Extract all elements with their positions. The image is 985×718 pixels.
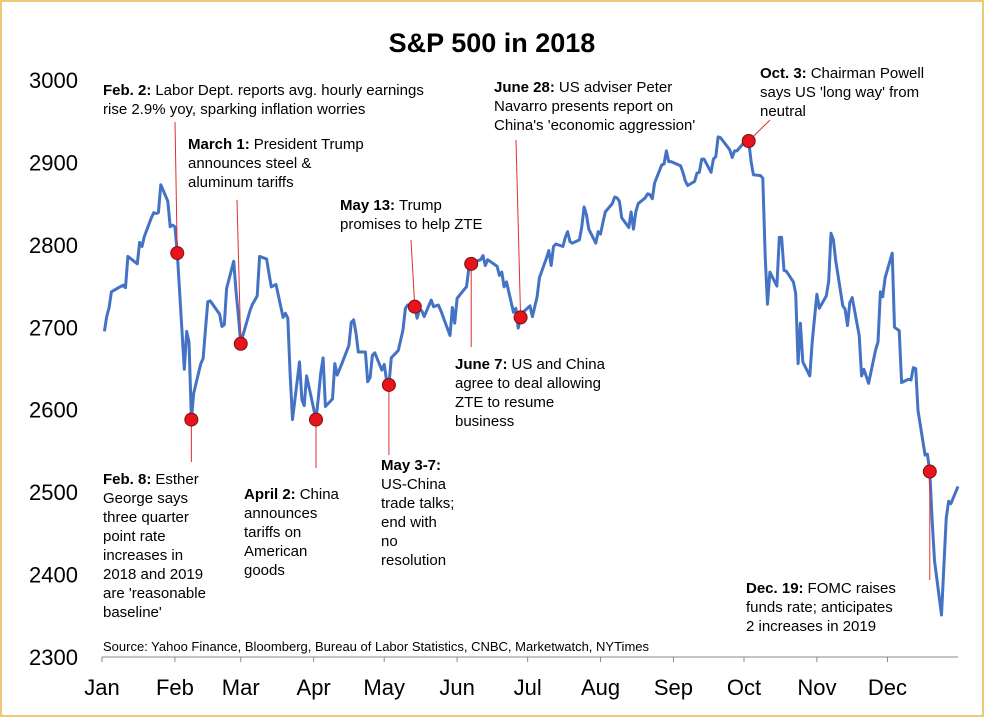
annotation-date: Feb. 2: [103, 82, 151, 99]
annotation-line: announces steel & [188, 155, 311, 172]
leader-line [174, 121, 178, 254]
x-tick-label: Jul [514, 675, 542, 700]
event-marker [309, 412, 323, 427]
annotation-line: says US 'long way' from [760, 84, 919, 101]
annotation-line: point rate [103, 528, 166, 545]
annotation-line: George says [103, 490, 188, 507]
annotation: June 28: US adviser Peter Navarro presents… [494, 79, 695, 134]
annotation-date: June 28: [494, 79, 555, 96]
event-marker [922, 464, 937, 479]
annotation-date: June 7: [455, 356, 508, 373]
annotation-line: rise 2.9% yoy, sparking inflation worrie… [103, 101, 365, 118]
annotation-line: President Trump [254, 136, 364, 153]
annotation-date: April 2: [244, 486, 296, 503]
annotation-line: ZTE to resume [455, 394, 554, 411]
x-tick-label: May [363, 675, 405, 700]
annotation-line: tariffs on [244, 524, 301, 541]
leader-line [236, 199, 242, 344]
annotation: May 13: Trump promises to help ZTE [340, 197, 483, 233]
annotation-line: trade talks; [381, 495, 454, 512]
annotation: Oct. 3: Chairman Powell says US 'long way'… [760, 65, 924, 120]
x-tick-label: Nov [797, 675, 836, 700]
annotation-date: March 1: [188, 136, 250, 153]
annotation-line: Esther [155, 471, 198, 488]
event-marker [464, 256, 479, 271]
annotation-line: American [244, 543, 307, 560]
annotation-line: Labor Dept. reports avg. hourly earnings [155, 82, 423, 99]
annotation-line: end with [381, 514, 437, 531]
chart-title: S&P 500 in 2018 [389, 28, 596, 58]
event-marker [381, 377, 396, 392]
x-tick-label: Sep [654, 675, 693, 700]
annotation: June 7: US and China agree to deal allowin… [455, 356, 606, 430]
y-tick-label: 2500 [29, 480, 78, 505]
annotation: May 3-7: US-China trade talks; end with no re… [381, 457, 454, 569]
annotation-line: increases in [103, 547, 183, 564]
annotation-line: Trump [399, 197, 442, 214]
annotation-line: neutral [760, 103, 806, 120]
annotation: Dec. 19: FOMC raises funds rate; anticipat… [746, 580, 896, 635]
annotation-line: three quarter [103, 509, 189, 526]
annotation: Feb. 2: Labor Dept. reports avg. hourly e… [103, 82, 424, 118]
x-tick-label: Apr [297, 675, 331, 700]
annotation-line: China [300, 486, 340, 503]
annotation-line: US-China [381, 476, 447, 493]
annotation-line: announces [244, 505, 317, 522]
leader-line [410, 239, 416, 307]
annotation-line: US adviser Peter [559, 79, 672, 96]
event-marker [741, 133, 756, 148]
annotation-date: Oct. 3: [760, 65, 807, 82]
annotation-line: goods [244, 562, 285, 579]
event-marker [170, 246, 185, 261]
annotation-line: Navarro presents report on [494, 98, 673, 115]
annotation-date: May 13: [340, 197, 395, 214]
y-tick-label: 2900 [29, 150, 78, 175]
annotation-line: FOMC raises [808, 580, 896, 597]
annotation-date: May 3-7: [381, 457, 441, 474]
y-tick-label: 2800 [29, 233, 78, 258]
y-tick-label: 2300 [29, 645, 78, 670]
event-marker [233, 336, 248, 351]
annotation-line: US and China [512, 356, 606, 373]
x-tick-label: Dec [868, 675, 907, 700]
x-tick-label: Jan [84, 675, 119, 700]
x-tick-label: Aug [581, 675, 620, 700]
event-marker [184, 412, 199, 427]
annotation-line: no [381, 533, 398, 550]
price-line [102, 135, 960, 617]
x-tick-label: Mar [222, 675, 260, 700]
y-tick-label: 2400 [29, 563, 78, 588]
annotation-date: Dec. 19: [746, 580, 804, 597]
annotation: March 1: President Trump announces steel &… [188, 136, 364, 191]
annotation-line: 2 increases in 2019 [746, 618, 876, 635]
event-marker [513, 310, 528, 325]
y-tick-label: 2700 [29, 315, 78, 340]
annotation-line: are 'reasonable [103, 585, 206, 602]
annotation-line: 2018 and 2019 [103, 566, 203, 583]
y-tick-label: 2600 [29, 398, 78, 423]
source: Source: Yahoo Finance, Bloomberg, Bureau… [103, 639, 650, 654]
x-tick-label: Jun [439, 675, 474, 700]
x-tick-label: Feb [156, 675, 194, 700]
annotation: April 2: China announces tariffs on American… [244, 486, 340, 579]
annotation: Feb. 8: Esther George says three quarter poi… [103, 471, 206, 621]
y-tick-label: 3000 [29, 68, 78, 93]
annotation-line: business [455, 413, 514, 430]
annotation-line: Chairman Powell [811, 65, 924, 82]
annotation-date: Feb. 8: [103, 471, 151, 488]
x-tick-label: Oct [727, 675, 761, 700]
annotation-line: resolution [381, 552, 446, 569]
annotation-line: funds rate; anticipates [746, 599, 893, 616]
annotation-line: agree to deal allowing [455, 375, 601, 392]
annotation-line: China's 'economic aggression' [494, 117, 695, 134]
event-marker [407, 299, 422, 314]
annotation-line: aluminum tariffs [188, 174, 294, 191]
annotation-line: baseline' [103, 604, 162, 621]
annotation-line: promises to help ZTE [340, 216, 483, 233]
leader-line [515, 139, 522, 318]
